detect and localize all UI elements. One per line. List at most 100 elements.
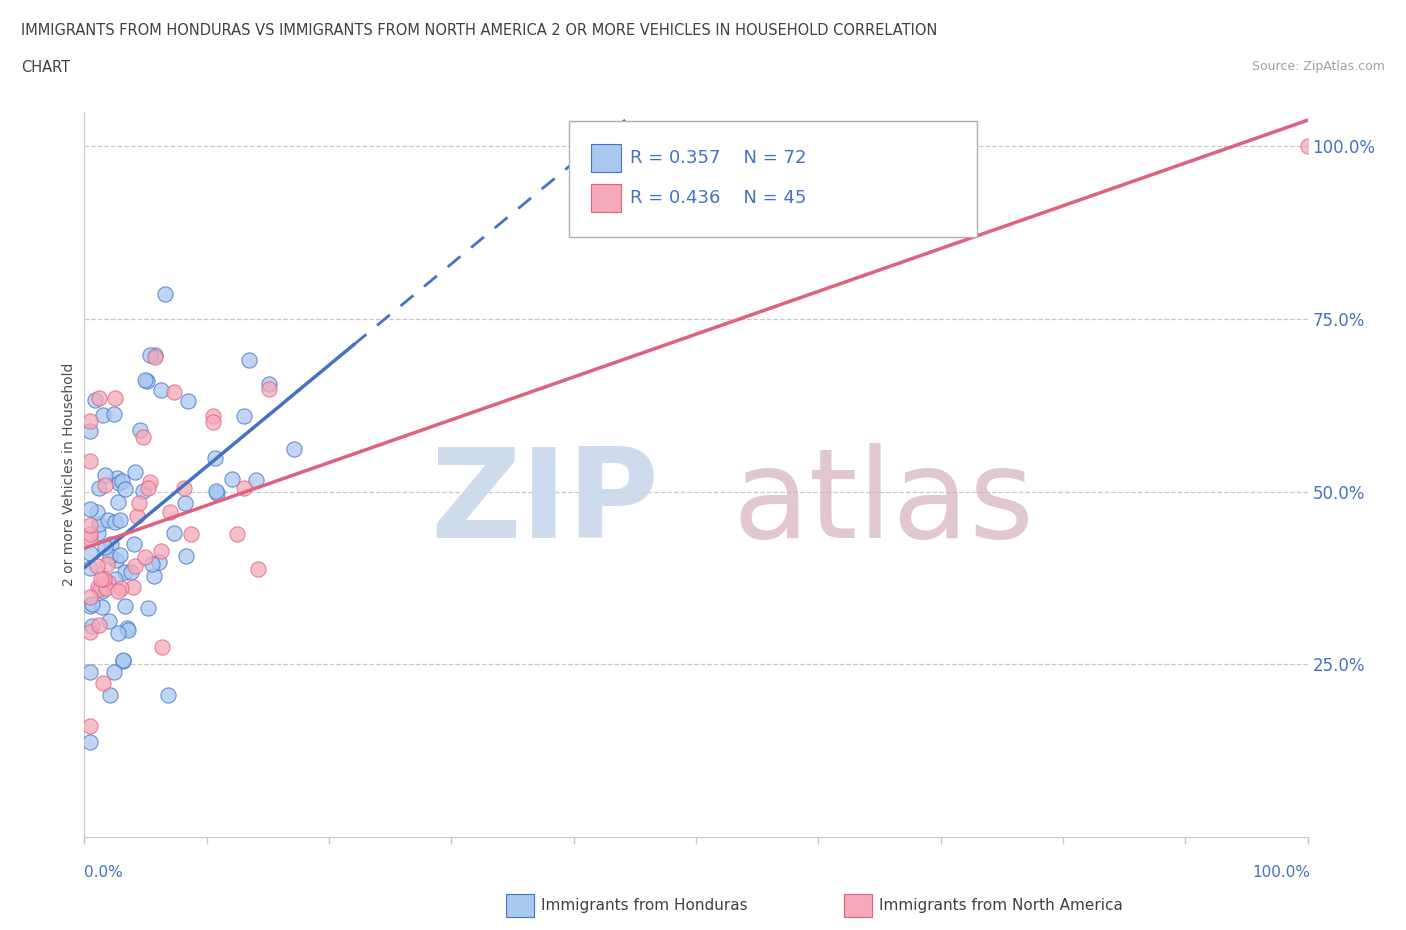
Point [82,597,104,612]
Point [91,600,114,615]
Point [163,384,186,399]
Point [177,393,200,408]
Point [124,559,146,574]
Point [233,480,256,495]
Point [132,484,155,498]
Point [79,531,101,546]
Point [128,422,150,437]
Point [173,495,195,510]
Text: Immigrants from North America: Immigrants from North America [879,898,1122,913]
Point [98,613,121,628]
Point [100,537,122,551]
Point [156,687,179,702]
Point [111,652,134,667]
Point [245,472,267,487]
Point [111,654,134,669]
Point [180,526,202,541]
Point [283,442,305,457]
Y-axis label: 2 or more Vehicles in Household: 2 or more Vehicles in Household [62,363,76,586]
Point [103,406,125,421]
Point [150,639,173,654]
Point [1296,139,1319,153]
Text: atlas: atlas [733,443,1035,564]
Point [132,430,155,445]
Point [98,549,121,564]
Point [117,623,139,638]
Point [79,526,101,541]
Point [79,501,101,516]
Point [96,580,118,595]
Point [125,509,148,524]
Point [90,583,112,598]
Point [89,582,111,597]
Point [134,550,156,565]
Point [159,504,181,519]
Point [90,572,112,587]
Point [107,584,129,599]
Text: 0.0%: 0.0% [84,865,124,880]
Point [82,618,104,633]
Point [97,575,120,590]
Point [79,719,101,734]
Point [115,620,138,635]
Point [94,468,117,483]
Point [103,664,125,679]
Point [139,348,162,363]
Point [107,494,129,509]
Point [205,484,228,498]
Point [86,505,108,520]
Point [91,676,114,691]
Point [204,451,226,466]
Text: R = 0.357    N = 72: R = 0.357 N = 72 [630,149,807,167]
Point [104,515,127,530]
Point [87,391,110,405]
Point [124,465,146,480]
Point [233,408,256,423]
Point [79,517,101,532]
Point [114,565,136,579]
Point [87,516,110,531]
Point [104,391,127,405]
Point [114,481,136,496]
Point [79,665,101,680]
Text: R = 0.436    N = 45: R = 0.436 N = 45 [630,189,806,207]
Point [202,414,225,429]
Point [84,392,107,407]
Point [96,556,118,571]
Point [93,539,115,554]
Point [205,485,228,500]
Point [136,600,159,615]
Point [121,580,143,595]
Point [141,556,163,571]
Point [122,537,145,551]
Point [153,286,176,301]
Point [79,590,101,604]
Point [110,473,132,488]
Point [87,579,110,594]
Text: ZIP: ZIP [430,443,659,564]
Point [173,481,195,496]
Point [107,471,129,485]
Point [108,512,131,527]
Point [221,472,243,486]
Point [138,481,160,496]
Point [79,625,101,640]
Text: Immigrants from Honduras: Immigrants from Honduras [541,898,748,913]
Point [226,526,249,541]
Point [150,544,173,559]
Point [139,474,162,489]
Point [98,687,121,702]
Point [79,424,101,439]
Point [257,382,280,397]
Text: Source: ZipAtlas.com: Source: ZipAtlas.com [1251,60,1385,73]
Text: CHART: CHART [21,60,70,75]
Point [91,407,114,422]
Point [105,552,128,567]
Point [257,377,280,392]
Point [86,525,108,540]
Point [79,735,101,750]
Point [128,496,150,511]
Point [97,512,120,527]
Point [79,545,101,560]
Point [149,382,172,397]
